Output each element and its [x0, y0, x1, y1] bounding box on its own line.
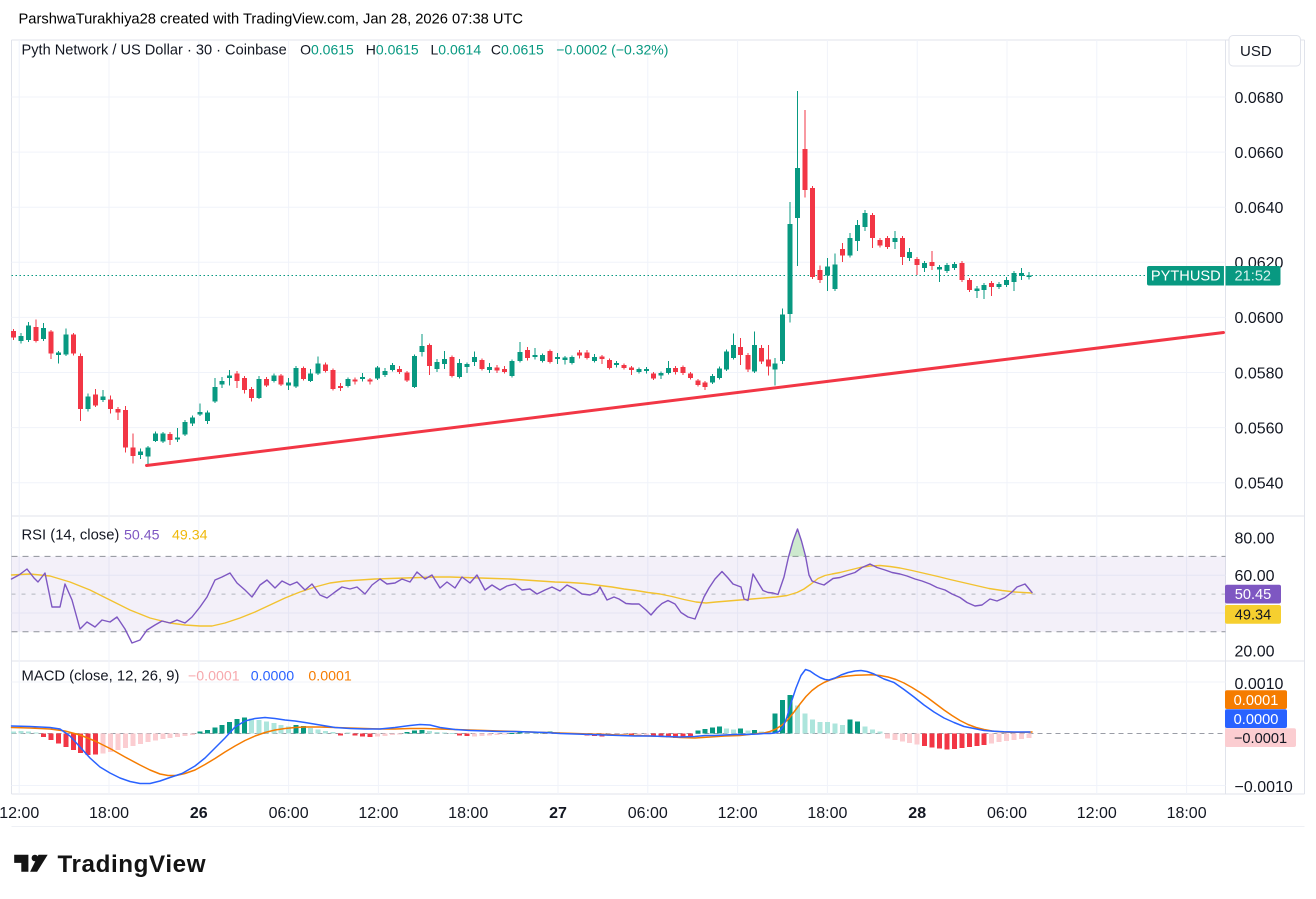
svg-text:MACD (close, 12, 26, 9): MACD (close, 12, 26, 9)	[22, 669, 180, 685]
svg-text:0.0001: 0.0001	[1234, 693, 1279, 709]
svg-text:06:00: 06:00	[628, 805, 668, 822]
svg-text:−0.0001: −0.0001	[1234, 731, 1287, 747]
svg-text:0.0640: 0.0640	[1235, 200, 1284, 217]
svg-text:0.0560: 0.0560	[1235, 420, 1284, 437]
svg-text:12:00: 12:00	[1077, 805, 1117, 822]
svg-text:27: 27	[549, 805, 567, 822]
svg-text:ParshwaTurakhiya28 created wit: ParshwaTurakhiya28 created with TradingV…	[19, 12, 524, 28]
svg-text:12:00: 12:00	[358, 805, 398, 822]
svg-text:0.0615: 0.0615	[501, 41, 544, 57]
svg-text:PYTHUSD: PYTHUSD	[1151, 269, 1221, 285]
svg-text:50.45: 50.45	[1235, 587, 1272, 603]
svg-text:12:00: 12:00	[0, 805, 39, 822]
svg-text:18:00: 18:00	[89, 805, 129, 822]
svg-text:26: 26	[190, 805, 208, 822]
svg-text:28: 28	[908, 805, 926, 822]
svg-text:0.0000: 0.0000	[251, 669, 295, 685]
svg-text:H: H	[366, 41, 376, 57]
svg-text:−0.0010: −0.0010	[1235, 779, 1293, 796]
svg-text:Pyth Network / US Dollar · 30: Pyth Network / US Dollar · 30 · Coinbase	[22, 42, 287, 58]
svg-text:0.0010: 0.0010	[1235, 676, 1284, 693]
svg-text:L: L	[431, 41, 439, 57]
svg-text:06:00: 06:00	[269, 805, 309, 822]
svg-text:80.00: 80.00	[1235, 530, 1275, 547]
svg-text:0.0660: 0.0660	[1235, 145, 1284, 162]
svg-text:0.0540: 0.0540	[1235, 476, 1284, 493]
svg-text:−0.0001: −0.0001	[188, 669, 240, 685]
svg-text:50.45: 50.45	[124, 528, 160, 544]
svg-text:0.0580: 0.0580	[1235, 365, 1284, 382]
svg-text:0.0615: 0.0615	[311, 41, 354, 57]
svg-text:49.34: 49.34	[172, 528, 208, 544]
svg-text:0.0680: 0.0680	[1235, 90, 1284, 107]
svg-text:0.0600: 0.0600	[1235, 310, 1284, 327]
svg-text:0.0001: 0.0001	[308, 669, 352, 685]
svg-text:06:00: 06:00	[987, 805, 1027, 822]
svg-text:0.0615: 0.0615	[376, 41, 419, 57]
svg-text:18:00: 18:00	[807, 805, 847, 822]
svg-text:49.34: 49.34	[1235, 608, 1272, 624]
svg-text:0.0614: 0.0614	[438, 41, 481, 57]
svg-text:C: C	[491, 41, 501, 57]
svg-text:−0.0002 (−0.32%): −0.0002 (−0.32%)	[556, 41, 668, 57]
svg-text:21:52: 21:52	[1235, 269, 1272, 285]
svg-text:20.00: 20.00	[1235, 644, 1275, 661]
svg-text:18:00: 18:00	[448, 805, 488, 822]
svg-text:TradingView: TradingView	[58, 851, 207, 878]
svg-text:0.0000: 0.0000	[1234, 712, 1279, 728]
svg-text:USD: USD	[1240, 43, 1272, 60]
svg-text:12:00: 12:00	[718, 805, 758, 822]
svg-text:18:00: 18:00	[1167, 805, 1207, 822]
svg-text:60.00: 60.00	[1235, 568, 1275, 585]
svg-text:O: O	[300, 41, 311, 57]
svg-text:RSI (14, close): RSI (14, close)	[22, 528, 120, 544]
